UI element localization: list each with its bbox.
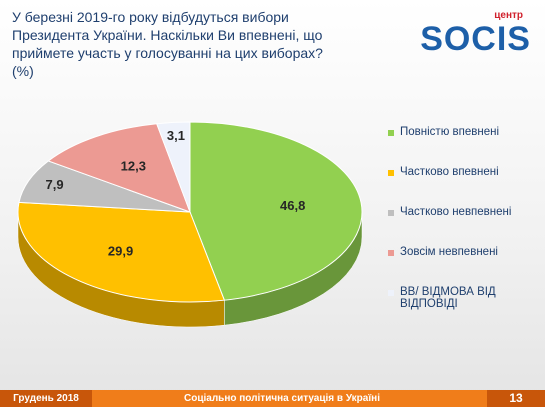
logo-text: SOCIS: [420, 20, 531, 58]
legend-label: Повністю впевнені: [400, 126, 500, 138]
legend-label: ВВ/ ВІДМОВА ВІД ВІДПОВІДІ: [400, 286, 496, 310]
chart-title: У березні 2019-го року відбудуться вибор…: [12, 9, 323, 79]
data-label: 3,1: [167, 128, 185, 143]
pie-slice: [17, 201, 226, 303]
logo-caption: центр: [494, 10, 523, 21]
legend-label: Частково невпевнені: [400, 206, 512, 218]
legend-label: Частково впевнені: [400, 166, 499, 178]
legend-item: Зовсім невпевнені: [388, 246, 538, 286]
legend-item: Частково невпевнені: [388, 206, 538, 246]
legend-swatch: [388, 210, 394, 216]
data-label: 29,9: [108, 243, 133, 258]
footer-date: Грудень 2018: [0, 390, 92, 407]
pie-slice: [189, 121, 363, 301]
legend-item: Частково впевнені: [388, 166, 538, 206]
legend: Повністю впевнені Частково впевнені Частко…: [388, 126, 538, 326]
footer-title: Соціально політична ситуація в Україні: [184, 393, 380, 404]
legend-item: Повністю впевнені: [388, 126, 538, 166]
data-label: 12,3: [121, 158, 146, 173]
legend-swatch: [388, 170, 394, 176]
logo: центр SOCIS: [411, 10, 531, 58]
legend-swatch: [388, 290, 394, 296]
page-number: 13: [487, 390, 545, 407]
legend-swatch: [388, 250, 394, 256]
footer: Грудень 2018 Соціально політична ситуаці…: [0, 390, 545, 407]
pie-slice: [47, 123, 191, 213]
data-label: 46,8: [280, 198, 305, 213]
legend-label: Зовсім невпевнені: [400, 246, 498, 258]
legend-swatch: [388, 130, 394, 136]
pie-slice: [156, 121, 191, 213]
legend-item: ВВ/ ВІДМОВА ВІД ВІДПОВІДІ: [388, 286, 538, 326]
chart: 46,8 29,9 7,9 12,3 3,1: [17, 121, 363, 328]
data-label: 7,9: [45, 177, 63, 192]
